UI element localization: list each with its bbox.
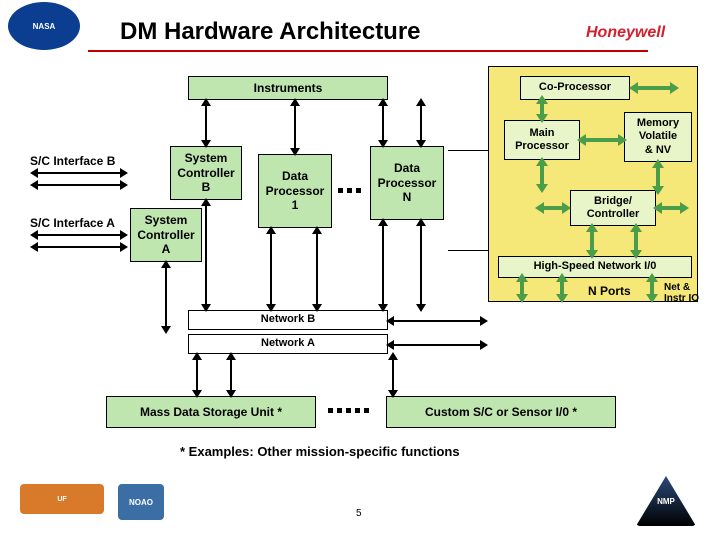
syscb-label: System Controller B: [177, 151, 234, 194]
dpn-label: Data Processor N: [378, 161, 437, 204]
coproc-label: Co-Processor: [539, 81, 611, 94]
garrow-main-bridge: [540, 164, 544, 186]
dpn-box: Data Processor N: [370, 146, 444, 220]
garrow-bridge-r: [660, 206, 682, 210]
neta-box: Network A: [188, 334, 388, 354]
bottom-ellipsis: [328, 408, 369, 413]
page-number: 5: [356, 508, 362, 519]
netb-label: Network B: [261, 313, 315, 326]
arrow-netb-panel: [392, 320, 482, 322]
garrow-hsnet-down-3: [650, 280, 654, 296]
mass-box: Mass Data Storage Unit *: [106, 396, 316, 428]
arrow-dpn-net-r: [420, 224, 422, 306]
netb-box: Network B: [188, 310, 388, 330]
dp1-label: Data Processor 1: [266, 169, 325, 212]
arrow-instr-dpn-r: [420, 104, 422, 142]
hsnet-label: High-Speed Network I/0: [534, 260, 657, 273]
footnote-label: * Examples: Other mission-specific funct…: [180, 444, 460, 459]
custom-box: Custom S/C or Sensor I/0 *: [386, 396, 616, 428]
arrow-scia-1: [36, 234, 122, 236]
arrow-dpn-net-l: [382, 224, 384, 306]
dp-ellipsis: [338, 188, 361, 193]
panel-line-top: [448, 150, 488, 151]
garrow-bridge-hsnet-l: [590, 230, 594, 252]
arrow-sysca-net: [165, 266, 167, 328]
title-rule: [88, 50, 648, 52]
arrow-dp1-net-l: [270, 232, 272, 306]
panel-line-bot: [448, 250, 488, 251]
syscb-box: System Controller B: [170, 146, 242, 200]
garrow-coproc-right: [636, 86, 672, 90]
arrow-net-mass-r: [230, 358, 232, 392]
arrow-dp1-net-r: [316, 232, 318, 306]
noao-logo: NOAO: [118, 484, 164, 520]
arrow-instr-syscb: [205, 104, 207, 142]
arrow-net-mass-l: [196, 358, 198, 392]
mainproc-box: Main Processor: [504, 120, 580, 160]
neta-label: Network A: [261, 337, 315, 350]
garrow-hsnet-down-2: [560, 280, 564, 296]
arrow-syscb-net: [205, 204, 207, 306]
uf-text: UF: [57, 496, 66, 503]
honeywell-logo: Honeywell: [586, 24, 665, 42]
garrow-hsnet-down-1: [520, 280, 524, 296]
arrow-instr-dp1: [294, 104, 296, 150]
arrow-scib-1: [36, 172, 122, 174]
arrow-neta-panel: [392, 344, 482, 346]
arrow-net-custom: [392, 358, 394, 392]
arrow-scib-2: [36, 184, 122, 186]
garrow-main-mem: [584, 138, 620, 142]
nasa-logo: NASA: [8, 2, 80, 50]
nasa-text: NASA: [33, 22, 56, 31]
page-title: DM Hardware Architecture: [120, 18, 421, 46]
memory-label: Memory Volatile & NV: [637, 117, 679, 157]
memory-box: Memory Volatile & NV: [624, 112, 692, 162]
dp1-box: Data Processor 1: [258, 154, 332, 228]
scib-label: S/C Interface B: [30, 154, 115, 168]
netinstr-label: Net & Instr IO: [664, 282, 699, 304]
garrow-bridge-l: [542, 206, 564, 210]
mainproc-label: Main Processor: [515, 127, 569, 153]
garrow-mem-bridge: [656, 166, 660, 188]
custom-label: Custom S/C or Sensor I/0 *: [425, 405, 577, 419]
bridge-label: Bridge/ Controller: [587, 195, 640, 221]
bridge-box: Bridge/ Controller: [570, 190, 656, 226]
instruments-label: Instruments: [254, 81, 323, 95]
mass-label: Mass Data Storage Unit *: [140, 405, 282, 419]
sysca-label: System Controller A: [137, 213, 194, 256]
uf-logo: UF: [20, 484, 104, 514]
nports-label: N Ports: [588, 284, 631, 298]
nmp-logo: NMP: [636, 476, 696, 526]
garrow-bridge-hsnet-r: [634, 230, 638, 252]
nmp-text: NMP: [657, 497, 675, 506]
noao-text: NOAO: [129, 498, 153, 507]
garrow-coproc-main: [540, 102, 544, 116]
sysca-box: System Controller A: [130, 208, 202, 262]
arrow-instr-dpn-l: [382, 104, 384, 142]
arrow-scia-2: [36, 246, 122, 248]
scia-label: S/C Interface A: [30, 216, 115, 230]
instruments-box: Instruments: [188, 76, 388, 100]
